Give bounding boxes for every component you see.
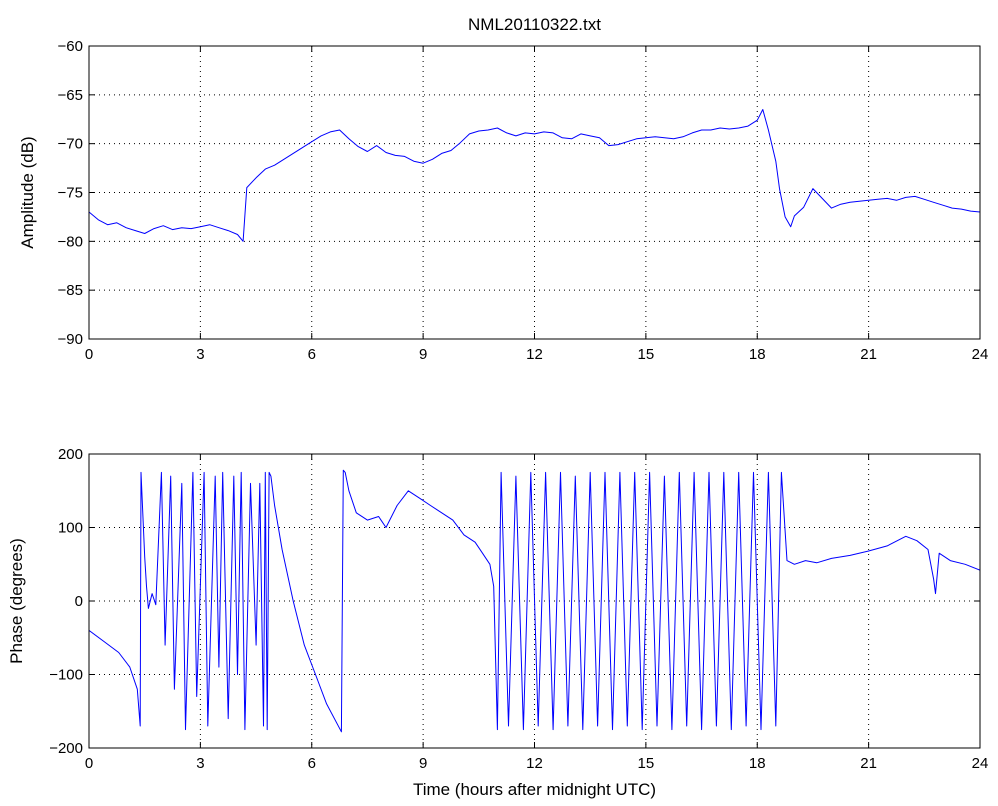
amplitude-y-tick-label: −60 [58, 38, 83, 55]
amplitude-y-tick-label: −90 [58, 331, 83, 348]
amplitude-y-tick-label: −85 [58, 282, 83, 299]
amplitude-x-tick-label: 0 [85, 346, 93, 363]
amplitude-axes: 0 3 6 9 12 15 18 21 24 −90 −85 −80 −75 −70 −65 −60 NML20… [18, 15, 988, 363]
phase-x-axis-label: Time (hours after midnight UTC) [413, 780, 656, 799]
phase-x-tick-label: 0 [85, 755, 93, 772]
amplitude-x-tick-label: 9 [419, 346, 427, 363]
amplitude-x-tick-label: 15 [638, 346, 655, 363]
phase-x-tick-label: 12 [526, 755, 543, 772]
phase-x-tick-label: 3 [196, 755, 204, 772]
phase-x-tick-label: 18 [749, 755, 766, 772]
amplitude-y-tick-label: −70 [58, 136, 83, 153]
phase-y-tick-label: 0 [75, 593, 83, 610]
amplitude-x-tick-label: 24 [972, 346, 989, 363]
amplitude-y-tick-label: −80 [58, 233, 83, 250]
amplitude-y-tick-label: −65 [58, 87, 83, 104]
amplitude-y-tick-label: −75 [58, 185, 83, 202]
amplitude-x-tick-label: 21 [860, 346, 877, 363]
phase-x-tick-label: 9 [419, 755, 427, 772]
phase-y-tick-label: −200 [49, 740, 83, 757]
phase-y-axis-label: Phase (degrees) [7, 538, 26, 664]
amplitude-x-tick-label: 12 [526, 346, 543, 363]
amplitude-x-tick-label: 3 [196, 346, 204, 363]
phase-axes: 0 3 6 9 12 15 18 21 24 −200 −100 0 100 200 Time (hours… [7, 446, 988, 799]
amplitude-chart-title: NML20110322.txt [468, 15, 601, 34]
amplitude-y-axis-label: Amplitude (dB) [18, 136, 37, 248]
phase-x-tick-label: 15 [638, 755, 655, 772]
phase-y-tick-label: −100 [49, 667, 83, 684]
amplitude-x-tick-label: 6 [308, 346, 316, 363]
amplitude-x-tick-label: 18 [749, 346, 766, 363]
phase-series-line [89, 469, 980, 733]
phase-x-tick-label: 24 [972, 755, 989, 772]
phase-y-tick-label: 100 [58, 520, 83, 537]
amplitude-series-line [89, 109, 980, 242]
phase-x-tick-label: 21 [860, 755, 877, 772]
phase-y-tick-label: 200 [58, 446, 83, 463]
phase-x-tick-label: 6 [308, 755, 316, 772]
